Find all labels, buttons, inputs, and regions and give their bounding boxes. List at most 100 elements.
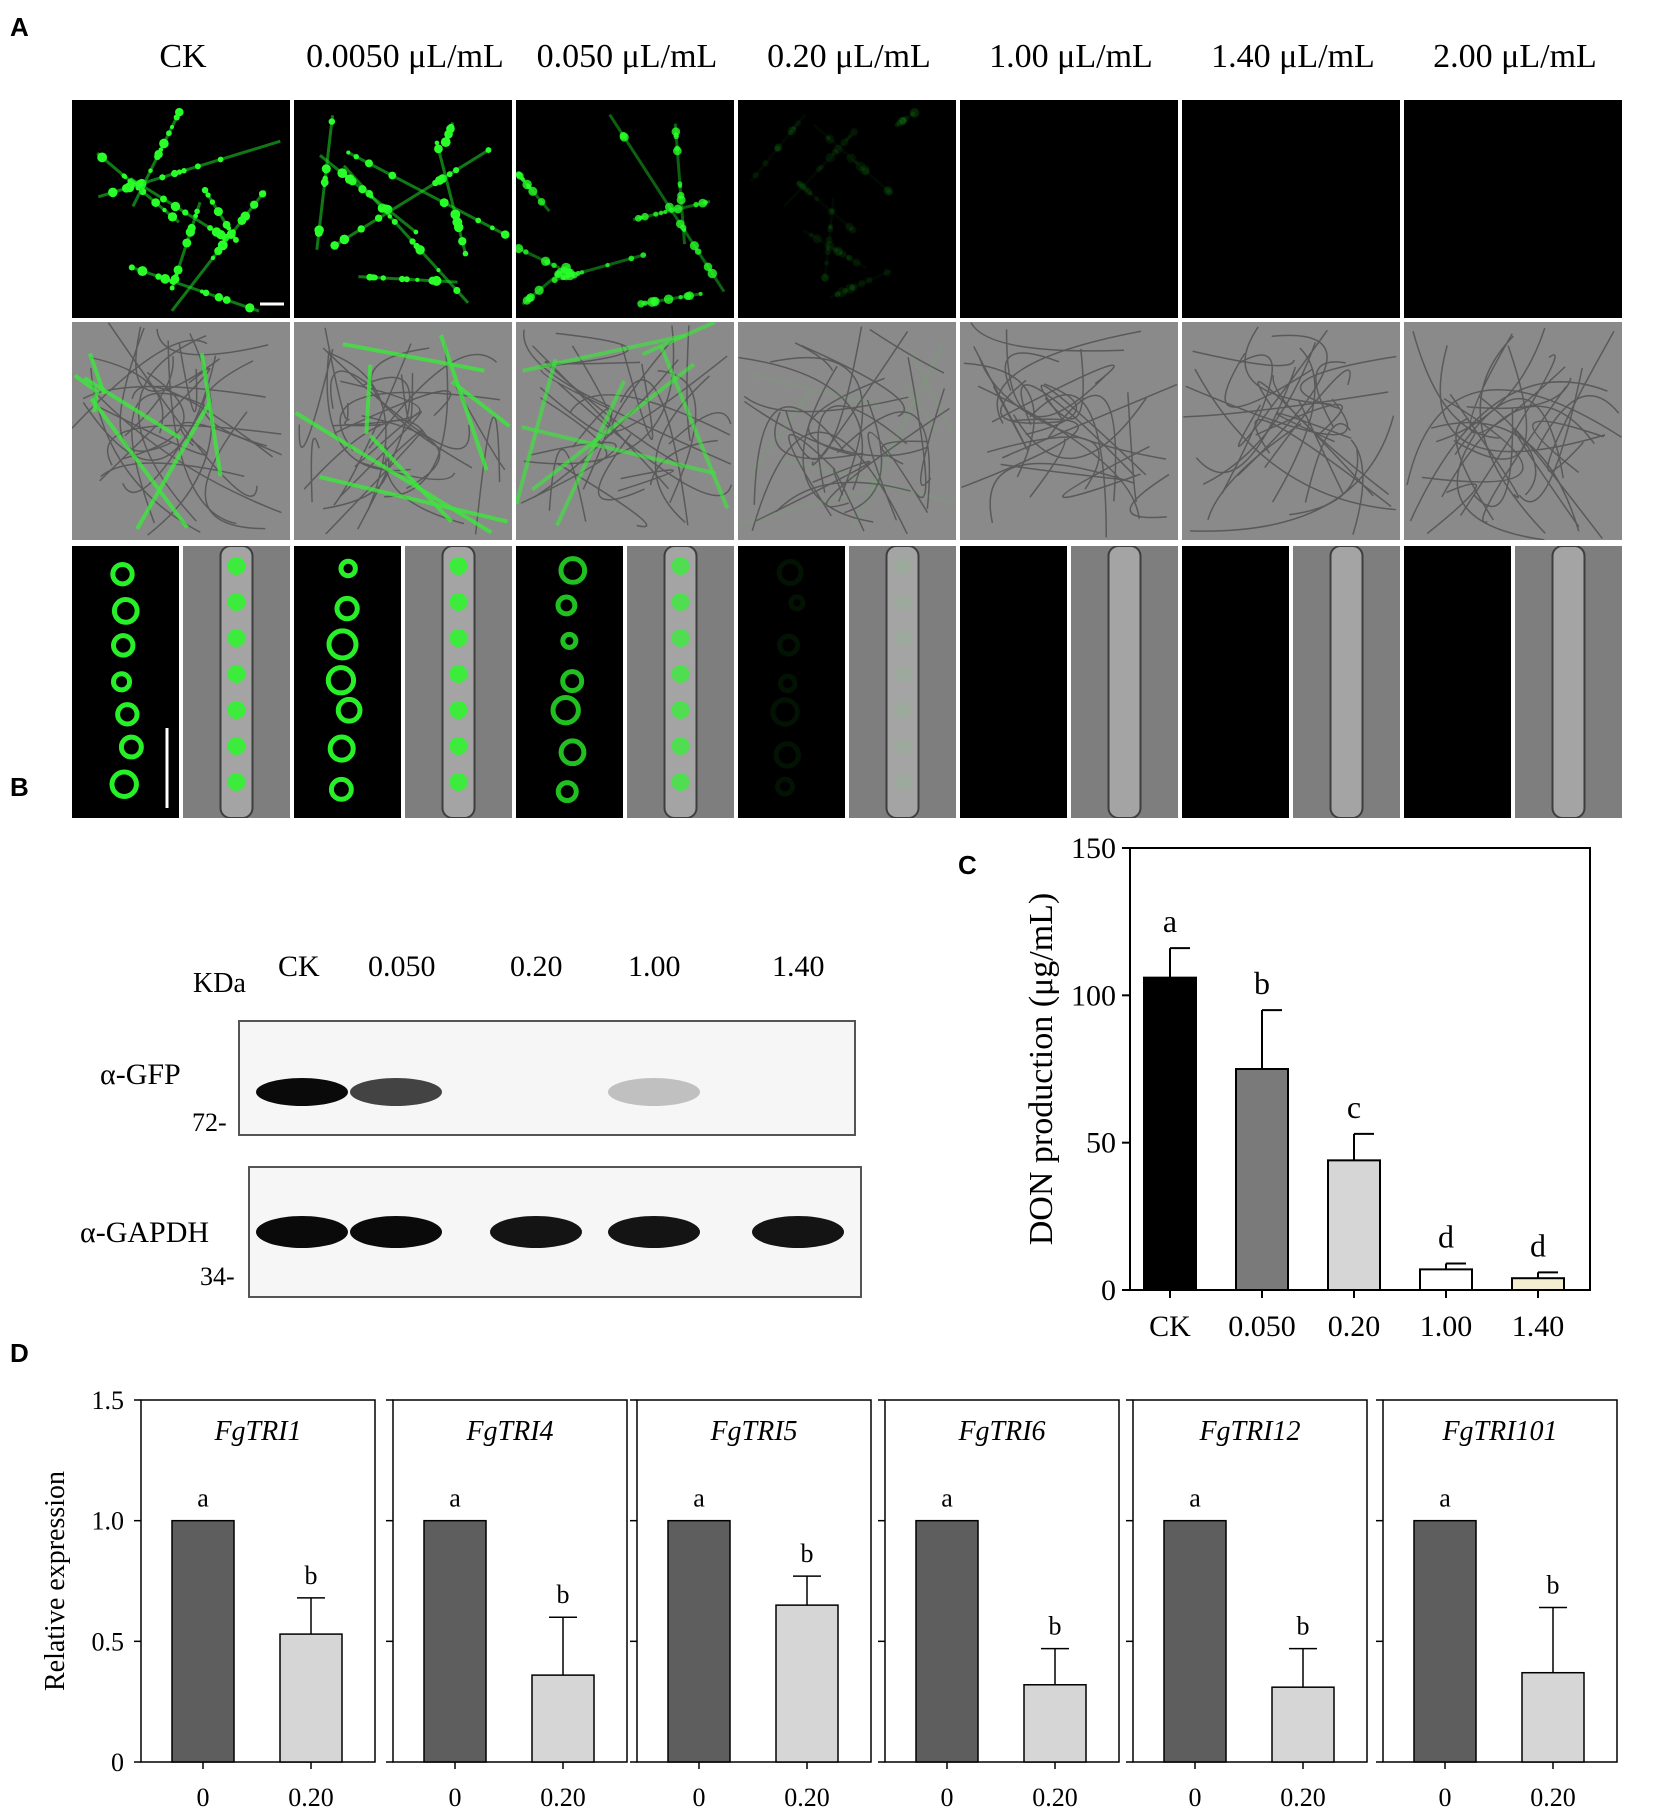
vacuole-ring xyxy=(115,702,140,727)
hypha-fluorescence xyxy=(749,113,807,183)
blot-band xyxy=(608,1078,700,1106)
gfp-dot xyxy=(439,198,449,208)
gfp-dot xyxy=(348,177,357,186)
gfp-dot xyxy=(148,168,153,173)
gfp-dot xyxy=(575,270,581,276)
gfp-vacuole xyxy=(227,557,246,575)
gfp-dot xyxy=(898,117,907,125)
gfp-dot xyxy=(182,209,189,216)
gfp-dot xyxy=(516,243,524,254)
hypha-brightfield xyxy=(970,322,1125,352)
x-tick-label: 0 xyxy=(941,1783,954,1808)
significance-label: b xyxy=(1547,1571,1560,1600)
gfp-dot xyxy=(846,255,851,261)
gfp-vacuole xyxy=(671,665,690,683)
gfp-vacuole xyxy=(227,737,246,755)
gfp-dot xyxy=(415,277,420,282)
panel-letter-a: A xyxy=(10,12,29,42)
hypha-fluorescence xyxy=(364,364,373,435)
hypha-brightfield xyxy=(1183,391,1389,418)
concentration-label-6: 2.00 μL/mL xyxy=(1433,38,1597,75)
hypha-brightfield xyxy=(358,461,456,481)
gfp-dot xyxy=(796,181,802,186)
gfp-dot xyxy=(824,241,835,252)
hypha-brightfield xyxy=(1062,445,1150,499)
significance-label: b xyxy=(1297,1612,1310,1641)
hypha-brightfield xyxy=(1264,369,1351,469)
merged-image xyxy=(738,322,956,540)
bar xyxy=(915,1519,979,1763)
hypha-brightfield xyxy=(325,429,423,535)
gfp-vacuole xyxy=(227,701,246,719)
hypha-fluorescence xyxy=(294,411,493,535)
hypha-brightfield xyxy=(907,357,927,499)
gfp-dot xyxy=(462,250,469,257)
significance-label: a xyxy=(693,1484,705,1513)
hypha-brightfield xyxy=(991,364,1115,423)
bar xyxy=(1327,1159,1381,1292)
hypha-brightfield xyxy=(1000,463,1126,481)
vacuole-ring xyxy=(326,628,359,661)
gfp-dot xyxy=(435,175,445,185)
hypha-fluorescence xyxy=(752,372,881,408)
hypha-brightfield xyxy=(743,400,929,457)
gfp-dot xyxy=(170,169,179,178)
vacuole-ring xyxy=(118,734,144,760)
gfp-dot xyxy=(522,179,532,190)
x-tick-label: 0.20 xyxy=(1328,1310,1381,1343)
gfp-dot xyxy=(160,195,167,203)
hypha-brightfield xyxy=(298,348,334,448)
single-hypha-merged xyxy=(1293,546,1400,818)
vacuole-ring xyxy=(328,776,354,802)
gfp-dot xyxy=(398,275,406,283)
hypha-brightfield xyxy=(1304,422,1351,503)
hypha-fluorescence xyxy=(92,393,99,413)
subplot-frame xyxy=(140,1399,376,1763)
gfp-dot xyxy=(322,182,327,188)
gfp-dot xyxy=(857,279,866,288)
gfp-dot xyxy=(774,143,783,152)
gfp-dot xyxy=(171,280,176,286)
gfp-dot xyxy=(176,169,183,175)
gfp-dot xyxy=(525,294,534,303)
vacuole-ring xyxy=(558,738,587,767)
bar xyxy=(667,1519,731,1763)
hypha-brightfield xyxy=(1421,397,1524,483)
gfp-vacuole xyxy=(671,737,690,755)
vacuole-ring xyxy=(555,780,579,804)
hypha-cell xyxy=(1329,546,1364,818)
gfp-dot xyxy=(834,291,841,298)
gfp-vacuole xyxy=(671,701,690,719)
hypha-brightfield xyxy=(329,370,371,409)
subplot-frame xyxy=(1132,1399,1368,1763)
hypha-brightfield xyxy=(1478,395,1537,496)
significance-label: a xyxy=(197,1484,209,1513)
gfp-dot xyxy=(674,145,680,152)
gfp-dot xyxy=(500,231,507,237)
hypha-fluorescence xyxy=(530,362,696,492)
merged-image xyxy=(1404,322,1622,540)
hypha-fluorescence xyxy=(555,379,626,527)
y-tick-label: 0.5 xyxy=(92,1627,125,1656)
blot-band xyxy=(490,1216,582,1248)
gfp-dot xyxy=(357,225,365,233)
fluorescence-image xyxy=(1182,100,1400,318)
gfp-dot xyxy=(812,234,822,244)
concentration-label-0: CK xyxy=(159,38,207,75)
hypha-brightfield xyxy=(751,431,908,535)
vacuole-ring xyxy=(109,769,139,799)
gfp-dot xyxy=(450,209,461,220)
gfp-dot xyxy=(387,214,393,219)
gfp-dot xyxy=(137,266,148,277)
vacuole-ring xyxy=(110,561,135,587)
gfp-vacuole xyxy=(893,629,912,647)
blot-gapdh xyxy=(248,1166,862,1298)
merged-image xyxy=(960,322,1178,540)
gfp-dot xyxy=(832,247,838,252)
fluorescence-image xyxy=(960,100,1178,318)
significance-label: d xyxy=(1438,1218,1454,1254)
gfp-dot xyxy=(431,275,442,286)
merged-image xyxy=(294,322,512,540)
hypha-brightfield xyxy=(919,388,946,486)
x-tick-label: 0.20 xyxy=(1280,1783,1326,1808)
